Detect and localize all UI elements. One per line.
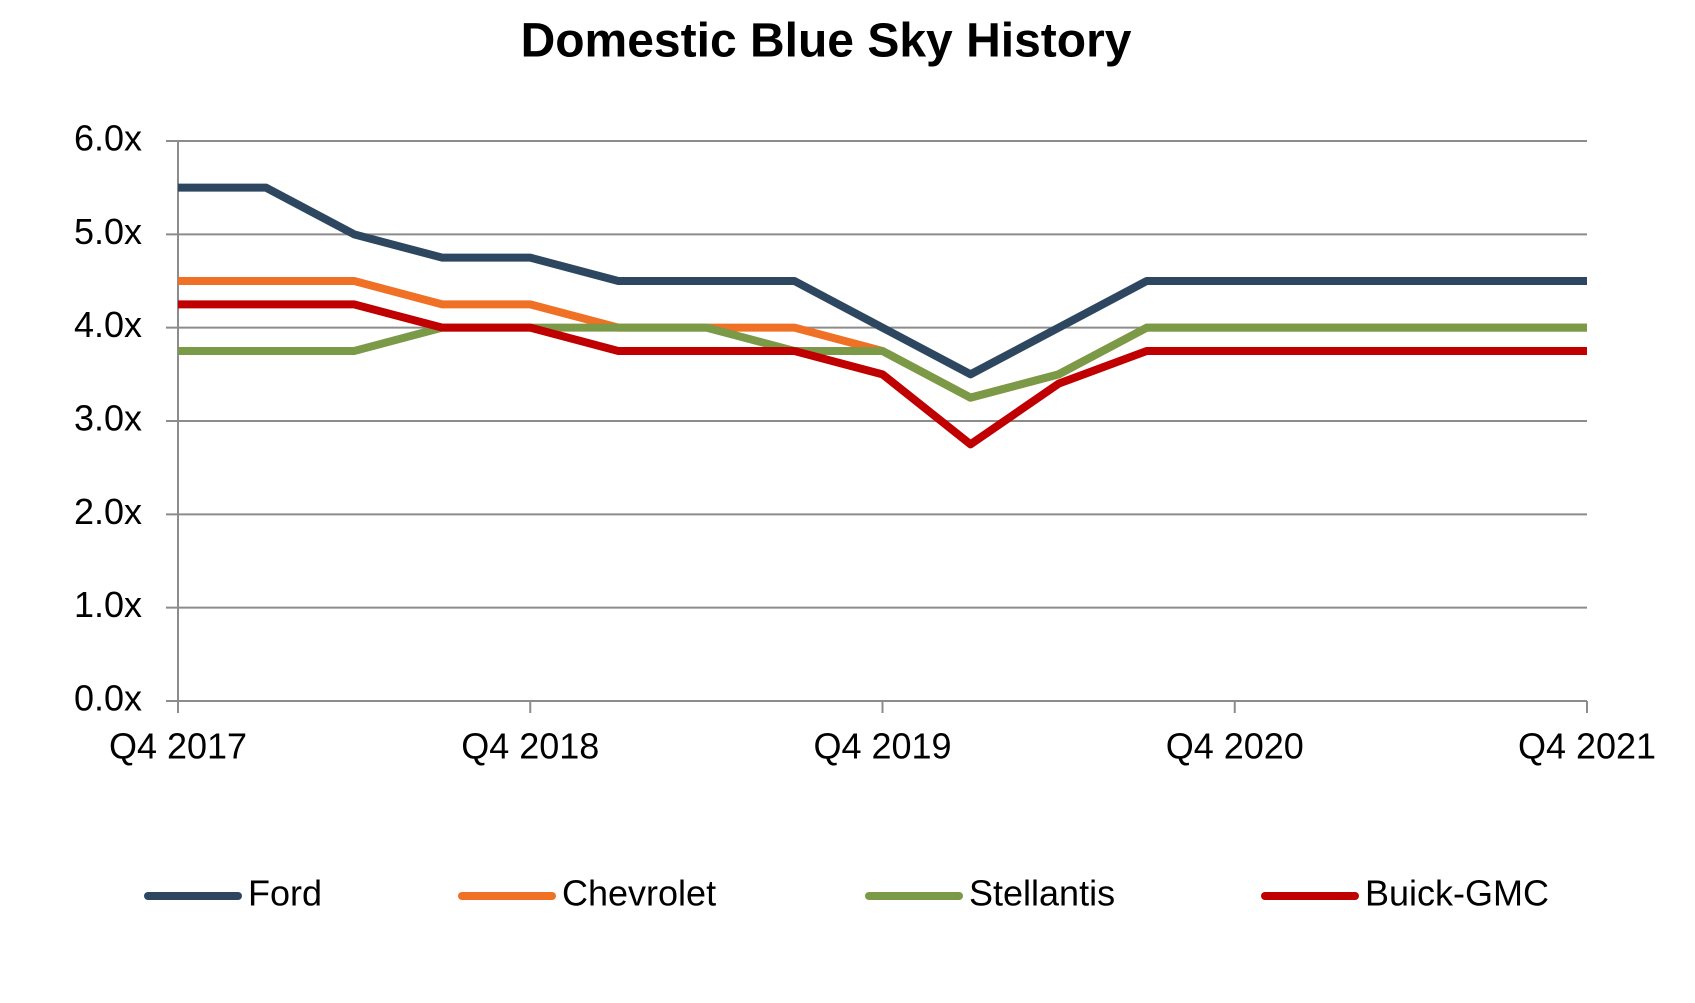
legend-label: Stellantis	[969, 873, 1115, 914]
y-tick-label: 2.0x	[74, 491, 142, 532]
series-line	[178, 183, 1587, 379]
x-tick-label: Q4 2017	[109, 726, 247, 767]
legend-label: Ford	[248, 873, 322, 914]
series-line	[178, 300, 1587, 449]
y-tick-label: 5.0x	[74, 211, 142, 252]
legend-label: Buick-GMC	[1365, 873, 1549, 914]
x-tick-label: Q4 2020	[1166, 726, 1304, 767]
y-tick-label: 1.0x	[74, 584, 142, 625]
y-tick-label: 0.0x	[74, 678, 142, 719]
y-tick-label: 6.0x	[74, 118, 142, 159]
x-tick-label: Q4 2018	[461, 726, 599, 767]
x-tick-label: Q4 2021	[1518, 726, 1656, 767]
chart-title: Domestic Blue Sky History	[521, 15, 1132, 68]
x-tick-label: Q4 2019	[813, 726, 951, 767]
y-tick-label: 3.0x	[74, 398, 142, 439]
legend-label: Chevrolet	[562, 873, 716, 914]
series-line	[178, 323, 1587, 402]
y-tick-label: 4.0x	[74, 304, 142, 345]
